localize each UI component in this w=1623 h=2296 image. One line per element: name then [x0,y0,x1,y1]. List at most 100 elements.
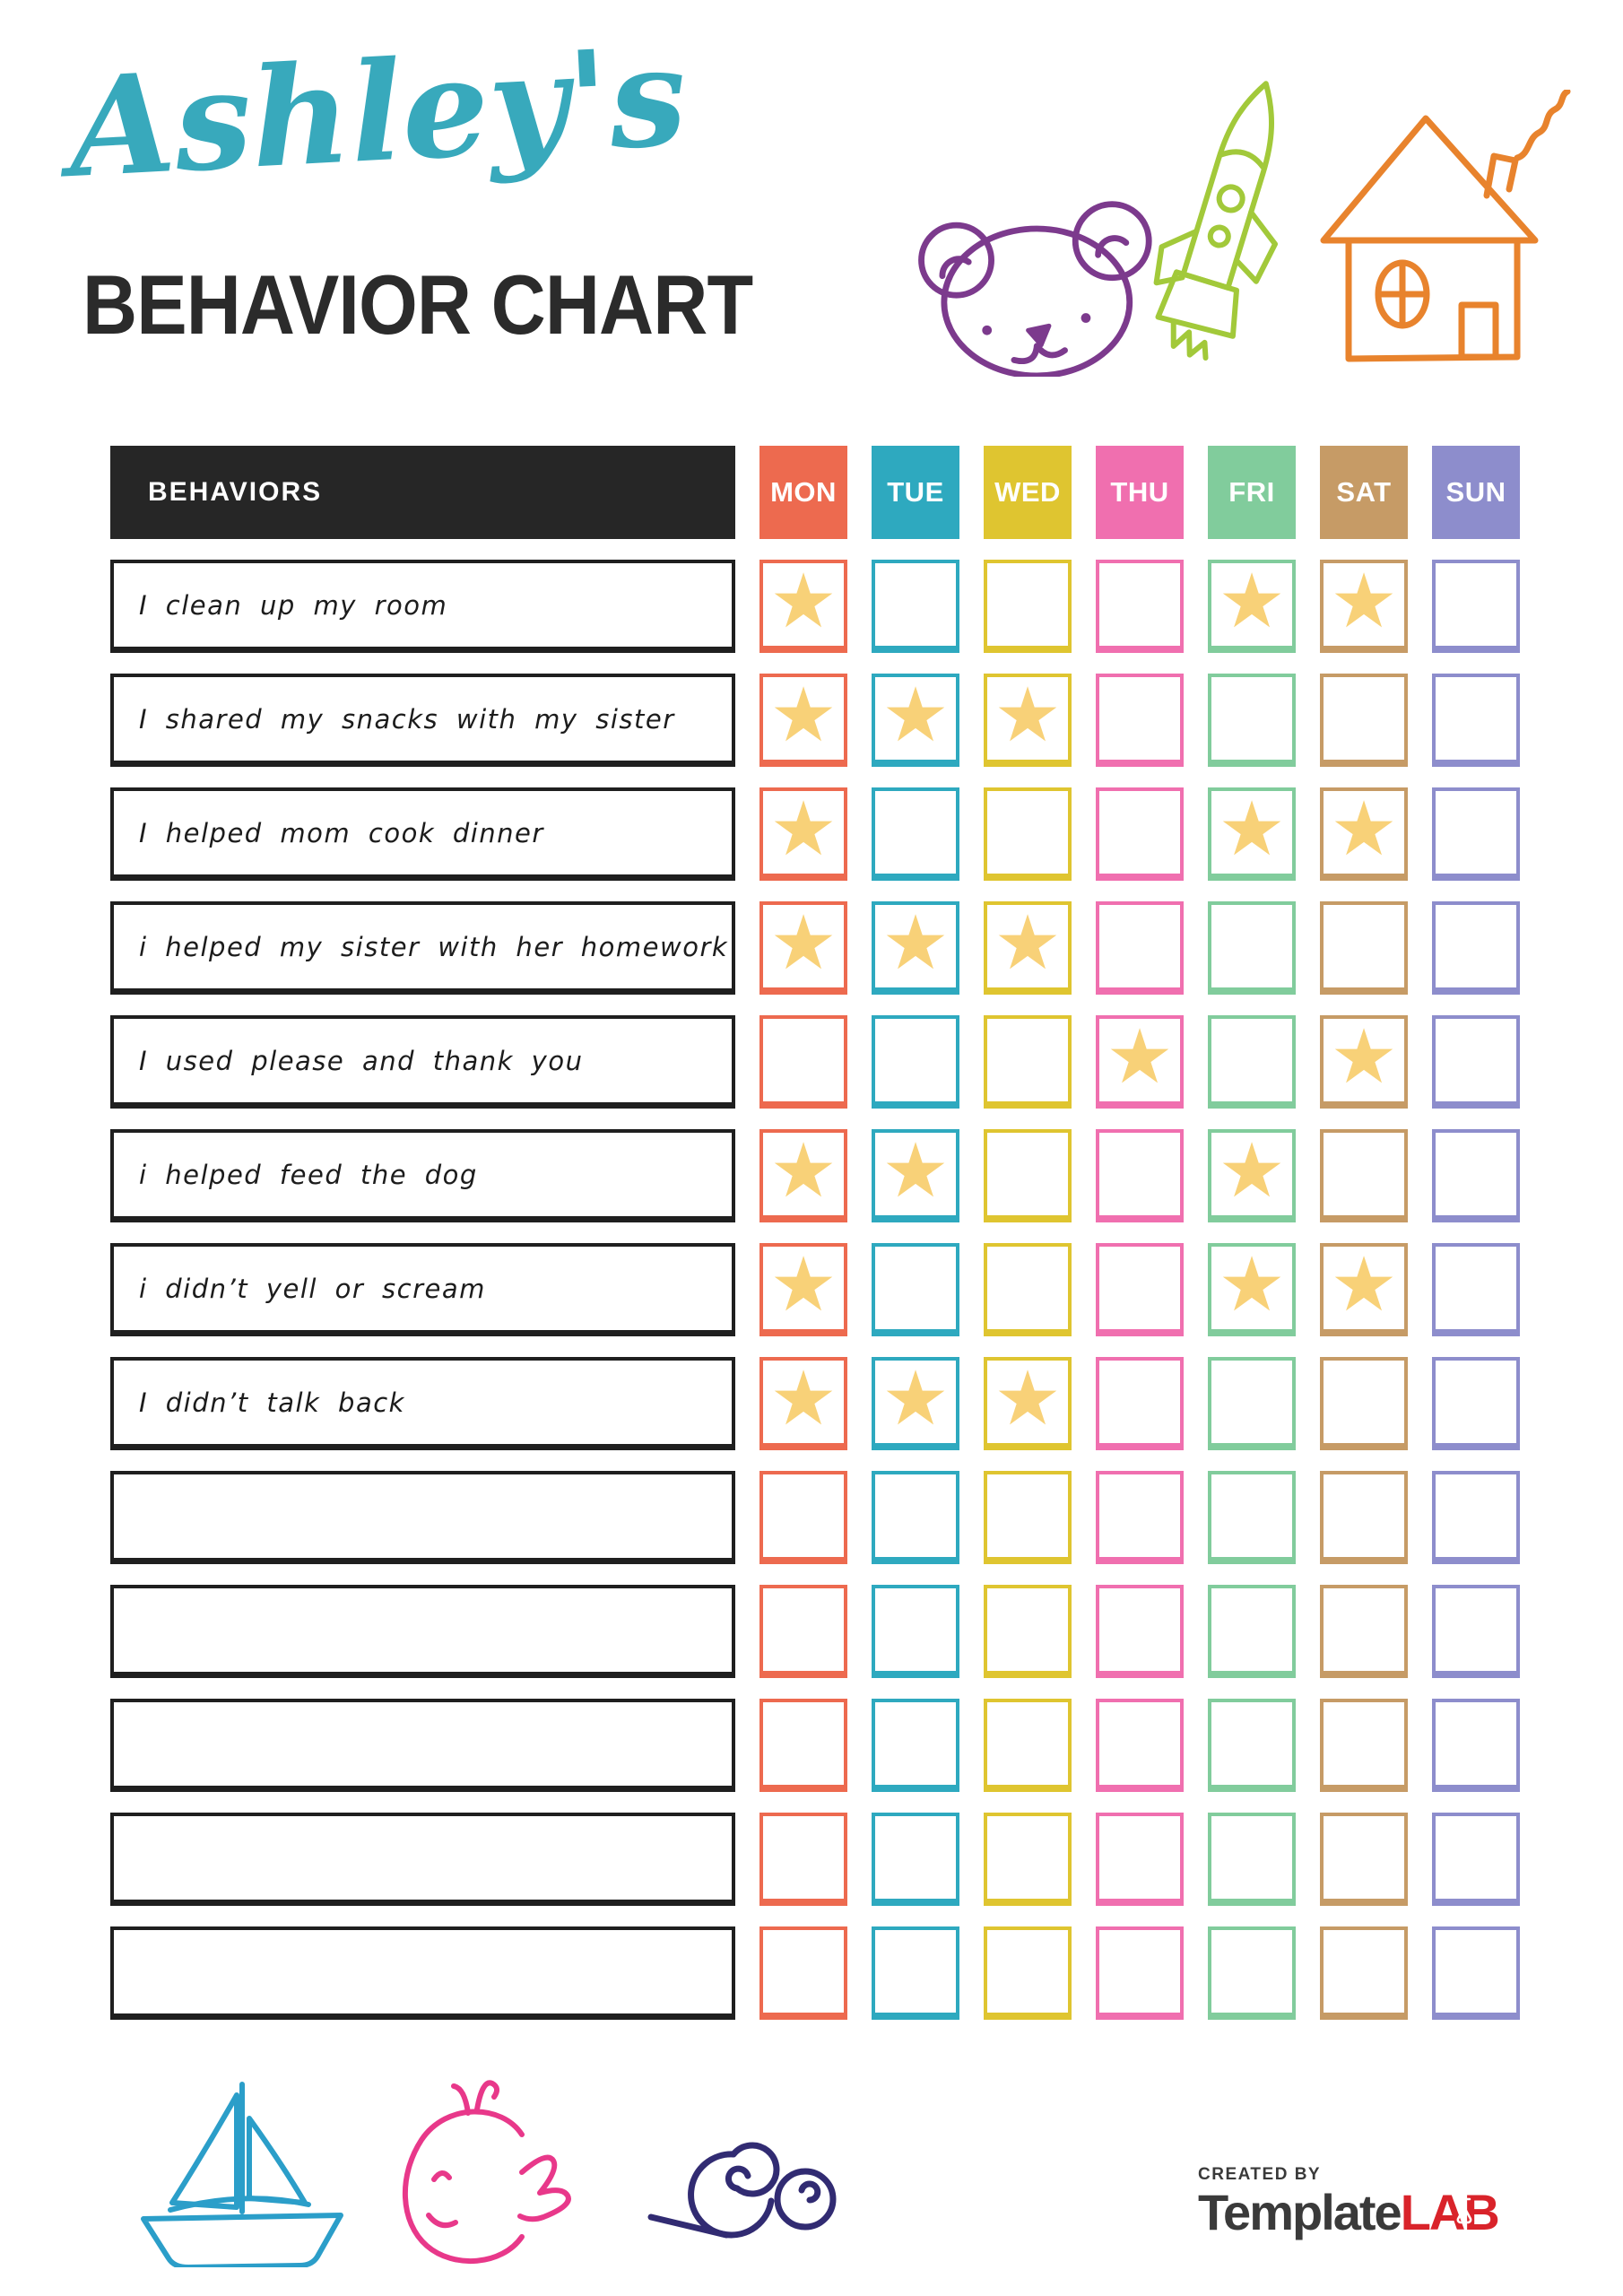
day-cell-fri[interactable]: ★ [1208,1243,1296,1336]
behavior-label-cell[interactable]: I helped mom cook dinner [110,787,735,881]
day-cell-sun[interactable] [1432,1813,1520,1906]
day-cell-thu[interactable] [1096,1129,1184,1222]
behavior-label-cell[interactable] [110,1471,735,1564]
day-cell-wed[interactable] [984,1699,1072,1792]
day-cell-fri[interactable] [1208,1926,1296,2020]
day-cell-sat[interactable] [1320,674,1408,767]
day-cell-thu[interactable] [1096,1699,1184,1792]
day-cell-wed[interactable] [984,560,1072,653]
day-cell-wed[interactable]: ★ [984,901,1072,995]
day-cell-mon[interactable]: ★ [759,674,847,767]
behavior-label-cell[interactable]: I shared my snacks with my sister [110,674,735,767]
day-cell-mon[interactable]: ★ [759,1357,847,1450]
day-cell-fri[interactable] [1208,1699,1296,1792]
day-cell-wed[interactable] [984,1471,1072,1564]
day-cell-thu[interactable] [1096,674,1184,767]
day-cell-tue[interactable] [872,1471,959,1564]
day-cell-fri[interactable]: ★ [1208,560,1296,653]
day-cell-thu[interactable] [1096,1471,1184,1564]
day-cell-sat[interactable]: ★ [1320,1243,1408,1336]
day-cell-fri[interactable] [1208,901,1296,995]
day-cell-thu[interactable] [1096,901,1184,995]
day-cell-sun[interactable] [1432,1243,1520,1336]
day-cell-wed[interactable] [984,1926,1072,2020]
behavior-label-cell[interactable]: I didn’t talk back [110,1357,735,1450]
day-cell-thu[interactable] [1096,560,1184,653]
day-cell-sat[interactable] [1320,1926,1408,2020]
behavior-label-cell[interactable]: I clean up my room [110,560,735,653]
day-cell-mon[interactable]: ★ [759,1129,847,1222]
day-cell-thu[interactable] [1096,787,1184,881]
day-cell-fri[interactable] [1208,1015,1296,1109]
behavior-label-cell[interactable]: i helped my sister with her homework [110,901,735,995]
day-cell-mon[interactable]: ★ [759,787,847,881]
day-cell-tue[interactable] [872,1926,959,2020]
day-cell-fri[interactable] [1208,1813,1296,1906]
day-cell-tue[interactable] [872,1015,959,1109]
day-cell-thu[interactable] [1096,1585,1184,1678]
behavior-label-cell[interactable]: I used please and thank you [110,1015,735,1109]
day-cell-mon[interactable]: ★ [759,1243,847,1336]
day-cell-wed[interactable] [984,1813,1072,1906]
day-cell-sat[interactable] [1320,1813,1408,1906]
day-cell-sun[interactable] [1432,674,1520,767]
behavior-label-cell[interactable] [110,1699,735,1792]
day-cell-sun[interactable] [1432,1015,1520,1109]
day-cell-sun[interactable] [1432,1585,1520,1678]
day-cell-thu[interactable] [1096,1357,1184,1450]
day-cell-sat[interactable]: ★ [1320,1015,1408,1109]
day-cell-mon[interactable] [759,1585,847,1678]
day-cell-sun[interactable] [1432,1471,1520,1564]
day-cell-fri[interactable] [1208,674,1296,767]
day-cell-sat[interactable] [1320,901,1408,995]
day-cell-fri[interactable] [1208,1357,1296,1450]
day-cell-fri[interactable]: ★ [1208,1129,1296,1222]
day-cell-sat[interactable] [1320,1471,1408,1564]
day-cell-thu[interactable]: ★ [1096,1015,1184,1109]
day-cell-fri[interactable] [1208,1585,1296,1678]
day-cell-mon[interactable] [759,1015,847,1109]
day-cell-sat[interactable] [1320,1357,1408,1450]
day-cell-sun[interactable] [1432,1357,1520,1450]
day-cell-tue[interactable]: ★ [872,674,959,767]
day-cell-thu[interactable] [1096,1243,1184,1336]
day-cell-thu[interactable] [1096,1813,1184,1906]
day-cell-wed[interactable] [984,787,1072,881]
day-cell-tue[interactable]: ★ [872,901,959,995]
day-cell-wed[interactable] [984,1129,1072,1222]
day-cell-sun[interactable] [1432,1699,1520,1792]
behavior-label-cell[interactable] [110,1585,735,1678]
day-cell-sat[interactable]: ★ [1320,787,1408,881]
day-cell-sat[interactable] [1320,1585,1408,1678]
day-cell-sun[interactable] [1432,1926,1520,2020]
day-cell-mon[interactable]: ★ [759,901,847,995]
behavior-label-cell[interactable] [110,1813,735,1906]
day-cell-sat[interactable] [1320,1699,1408,1792]
day-cell-tue[interactable] [872,1243,959,1336]
day-cell-thu[interactable] [1096,1926,1184,2020]
day-cell-wed[interactable]: ★ [984,1357,1072,1450]
day-cell-sun[interactable] [1432,901,1520,995]
day-cell-mon[interactable] [759,1813,847,1906]
day-cell-mon[interactable] [759,1699,847,1792]
behavior-label-cell[interactable] [110,1926,735,2020]
day-cell-tue[interactable]: ★ [872,1357,959,1450]
day-cell-tue[interactable]: ★ [872,1129,959,1222]
day-cell-mon[interactable] [759,1471,847,1564]
day-cell-wed[interactable] [984,1243,1072,1336]
day-cell-sun[interactable] [1432,1129,1520,1222]
day-cell-fri[interactable]: ★ [1208,787,1296,881]
day-cell-tue[interactable] [872,1585,959,1678]
day-cell-tue[interactable] [872,1699,959,1792]
day-cell-sat[interactable] [1320,1129,1408,1222]
day-cell-tue[interactable] [872,1813,959,1906]
day-cell-wed[interactable] [984,1585,1072,1678]
day-cell-sun[interactable] [1432,787,1520,881]
day-cell-mon[interactable] [759,1926,847,2020]
behavior-label-cell[interactable]: i helped feed the dog [110,1129,735,1222]
day-cell-wed[interactable]: ★ [984,674,1072,767]
day-cell-sat[interactable]: ★ [1320,560,1408,653]
day-cell-sun[interactable] [1432,560,1520,653]
day-cell-fri[interactable] [1208,1471,1296,1564]
behavior-label-cell[interactable]: i didn’t yell or scream [110,1243,735,1336]
